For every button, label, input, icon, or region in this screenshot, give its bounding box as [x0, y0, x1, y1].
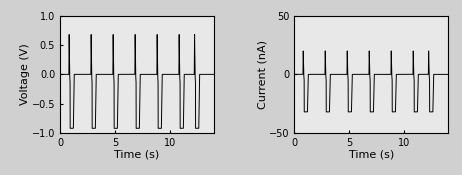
X-axis label: Time (s): Time (s) — [115, 149, 160, 159]
Y-axis label: Voltage (V): Voltage (V) — [20, 44, 30, 105]
X-axis label: Time (s): Time (s) — [348, 149, 394, 159]
Y-axis label: Current (nA): Current (nA) — [257, 40, 267, 109]
